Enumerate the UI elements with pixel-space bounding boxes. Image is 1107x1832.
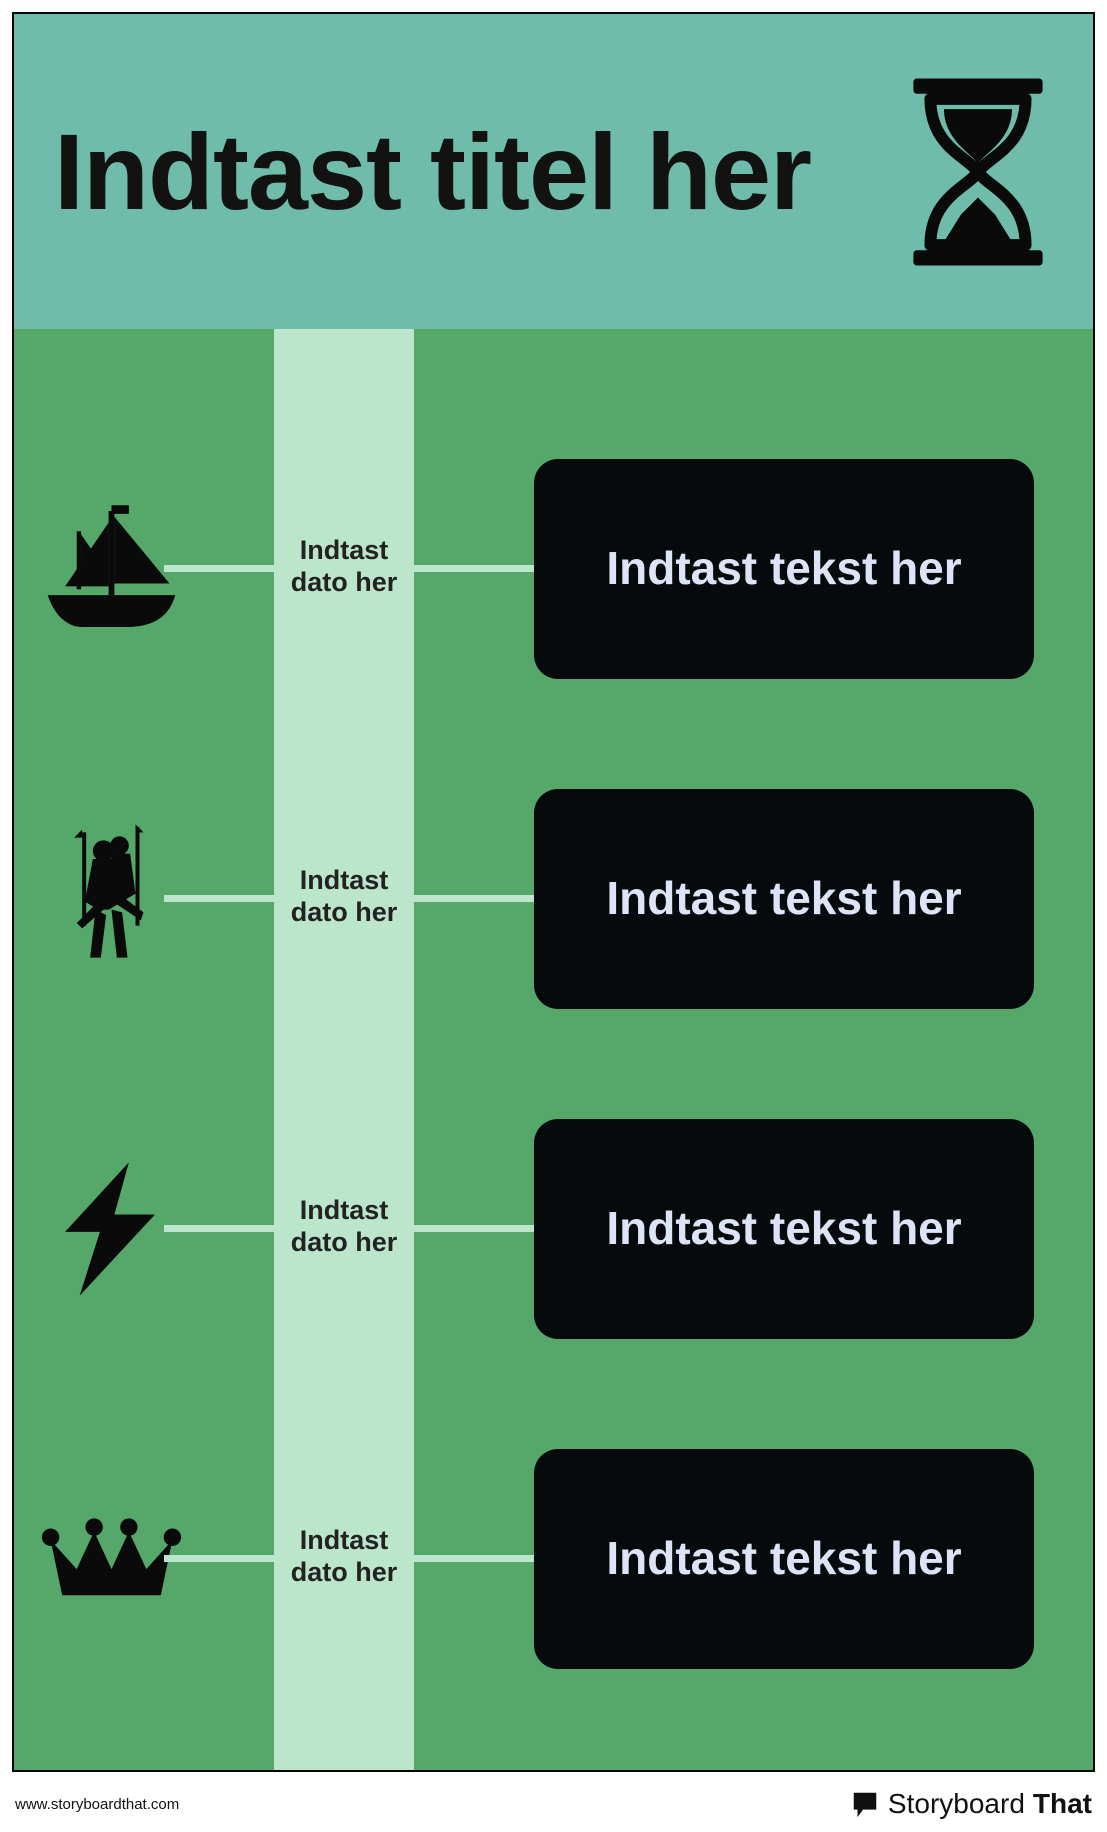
date-label: Indtast dato her <box>274 1194 414 1259</box>
infographic-frame: Indtast titel her <box>0 0 1107 1832</box>
speech-bubble-icon <box>850 1789 880 1819</box>
text-card: Indtast tekst her <box>534 1119 1034 1339</box>
brand-left: Storyboard <box>888 1788 1025 1820</box>
page-title: Indtast titel her <box>54 118 893 226</box>
text-card: Indtast tekst her <box>534 459 1034 679</box>
soldiers-icon <box>39 789 184 1009</box>
timeline-row: Indtast dato her Indtast tekst her <box>14 789 1093 1009</box>
connector-line <box>164 895 274 902</box>
timeline-body: Indtast dato her Indtast tekst her <box>14 329 1093 1770</box>
poster: Indtast titel her <box>12 12 1095 1772</box>
timeline-row: Indtast dato her Indtast tekst her <box>14 1119 1093 1339</box>
connector-line <box>164 1555 274 1562</box>
timeline-row: Indtast dato her Indtast tekst her <box>14 459 1093 679</box>
connector-line <box>414 1555 544 1562</box>
date-label: Indtast dato her <box>274 534 414 599</box>
date-label: Indtast dato her <box>274 864 414 929</box>
connector-line <box>164 1225 274 1232</box>
footer: www.storyboardthat.com StoryboardThat <box>15 1784 1092 1824</box>
footer-url: www.storyboardthat.com <box>15 1796 179 1813</box>
header: Indtast titel her <box>14 14 1093 329</box>
brand: StoryboardThat <box>850 1788 1092 1820</box>
connector-line <box>414 1225 544 1232</box>
connector-line <box>164 565 274 572</box>
timeline-row: Indtast dato her Indtast tekst her <box>14 1449 1093 1669</box>
crown-icon <box>39 1449 184 1669</box>
text-card: Indtast tekst her <box>534 789 1034 1009</box>
ship-icon <box>39 459 184 679</box>
lightning-icon <box>39 1119 184 1339</box>
hourglass-icon <box>893 77 1063 267</box>
connector-line <box>414 565 544 572</box>
brand-right: That <box>1033 1788 1092 1820</box>
connector-line <box>414 895 544 902</box>
text-card: Indtast tekst her <box>534 1449 1034 1669</box>
date-label: Indtast dato her <box>274 1524 414 1589</box>
